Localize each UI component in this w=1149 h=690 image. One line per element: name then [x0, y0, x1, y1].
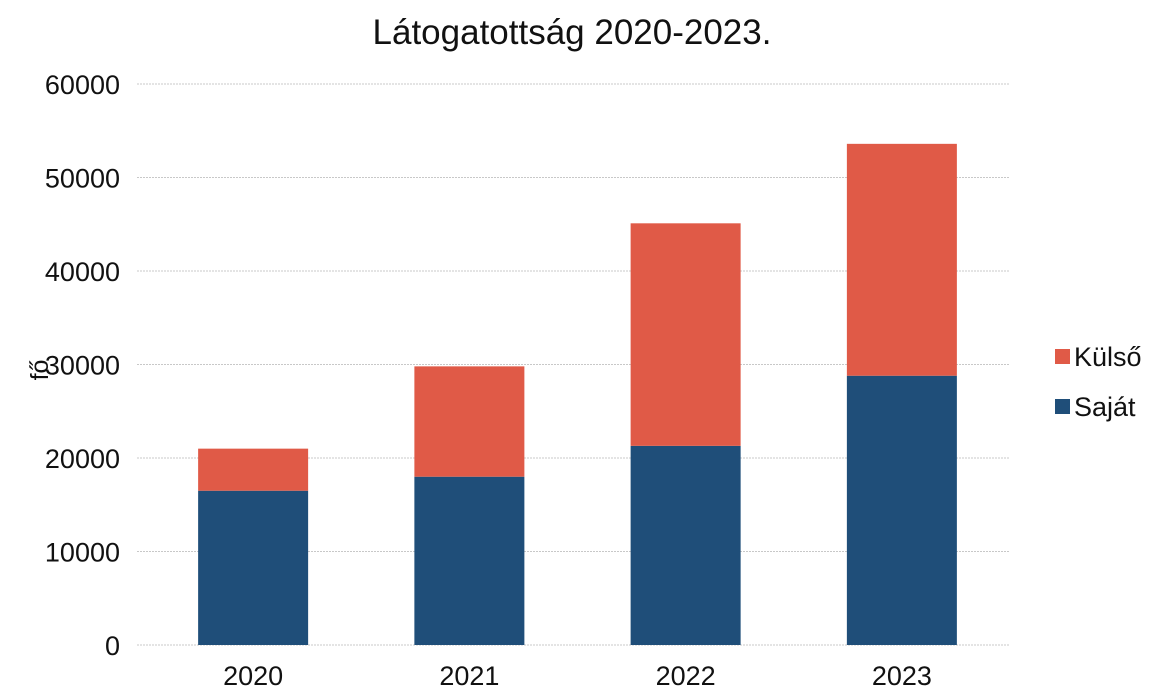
bar-2023-külső [846, 143, 957, 376]
y-axis-label: fő [26, 360, 54, 381]
y-tick-label: 40000 [45, 257, 120, 287]
legend: Külső Saját [1055, 342, 1142, 422]
y-tick-label: 30000 [45, 351, 120, 381]
bar-2021-saját [414, 476, 525, 645]
bar-2022-saját [630, 445, 741, 645]
bar-2020-külső [198, 448, 309, 491]
legend-swatch [1055, 399, 1070, 414]
y-tick-label: 50000 [45, 164, 120, 194]
y-axis-ticks: 0 10000 20000 30000 40000 50000 60000 [45, 70, 120, 661]
legend-swatch [1055, 349, 1070, 364]
y-tick-label: 0 [105, 631, 120, 661]
bar-2020-saját [198, 490, 309, 645]
legend-label: Saját [1074, 392, 1136, 422]
legend-label: Külső [1074, 342, 1142, 372]
x-tick-label: 2021 [439, 661, 499, 690]
x-axis-ticks: 2020 2021 2022 2023 [223, 661, 932, 690]
bar-2022-külső [630, 223, 741, 446]
x-tick-label: 2020 [223, 661, 283, 690]
chart-title: Látogatottság 2020-2023. [373, 13, 772, 52]
y-tick-label: 10000 [45, 538, 120, 568]
bar-2021-külső [414, 366, 525, 477]
x-tick-label: 2023 [872, 661, 932, 690]
y-tick-label: 60000 [45, 70, 120, 100]
bar-2023-saját [846, 375, 957, 645]
y-tick-label: 20000 [45, 444, 120, 474]
bar-stacks [198, 143, 957, 645]
x-tick-label: 2022 [656, 661, 716, 690]
